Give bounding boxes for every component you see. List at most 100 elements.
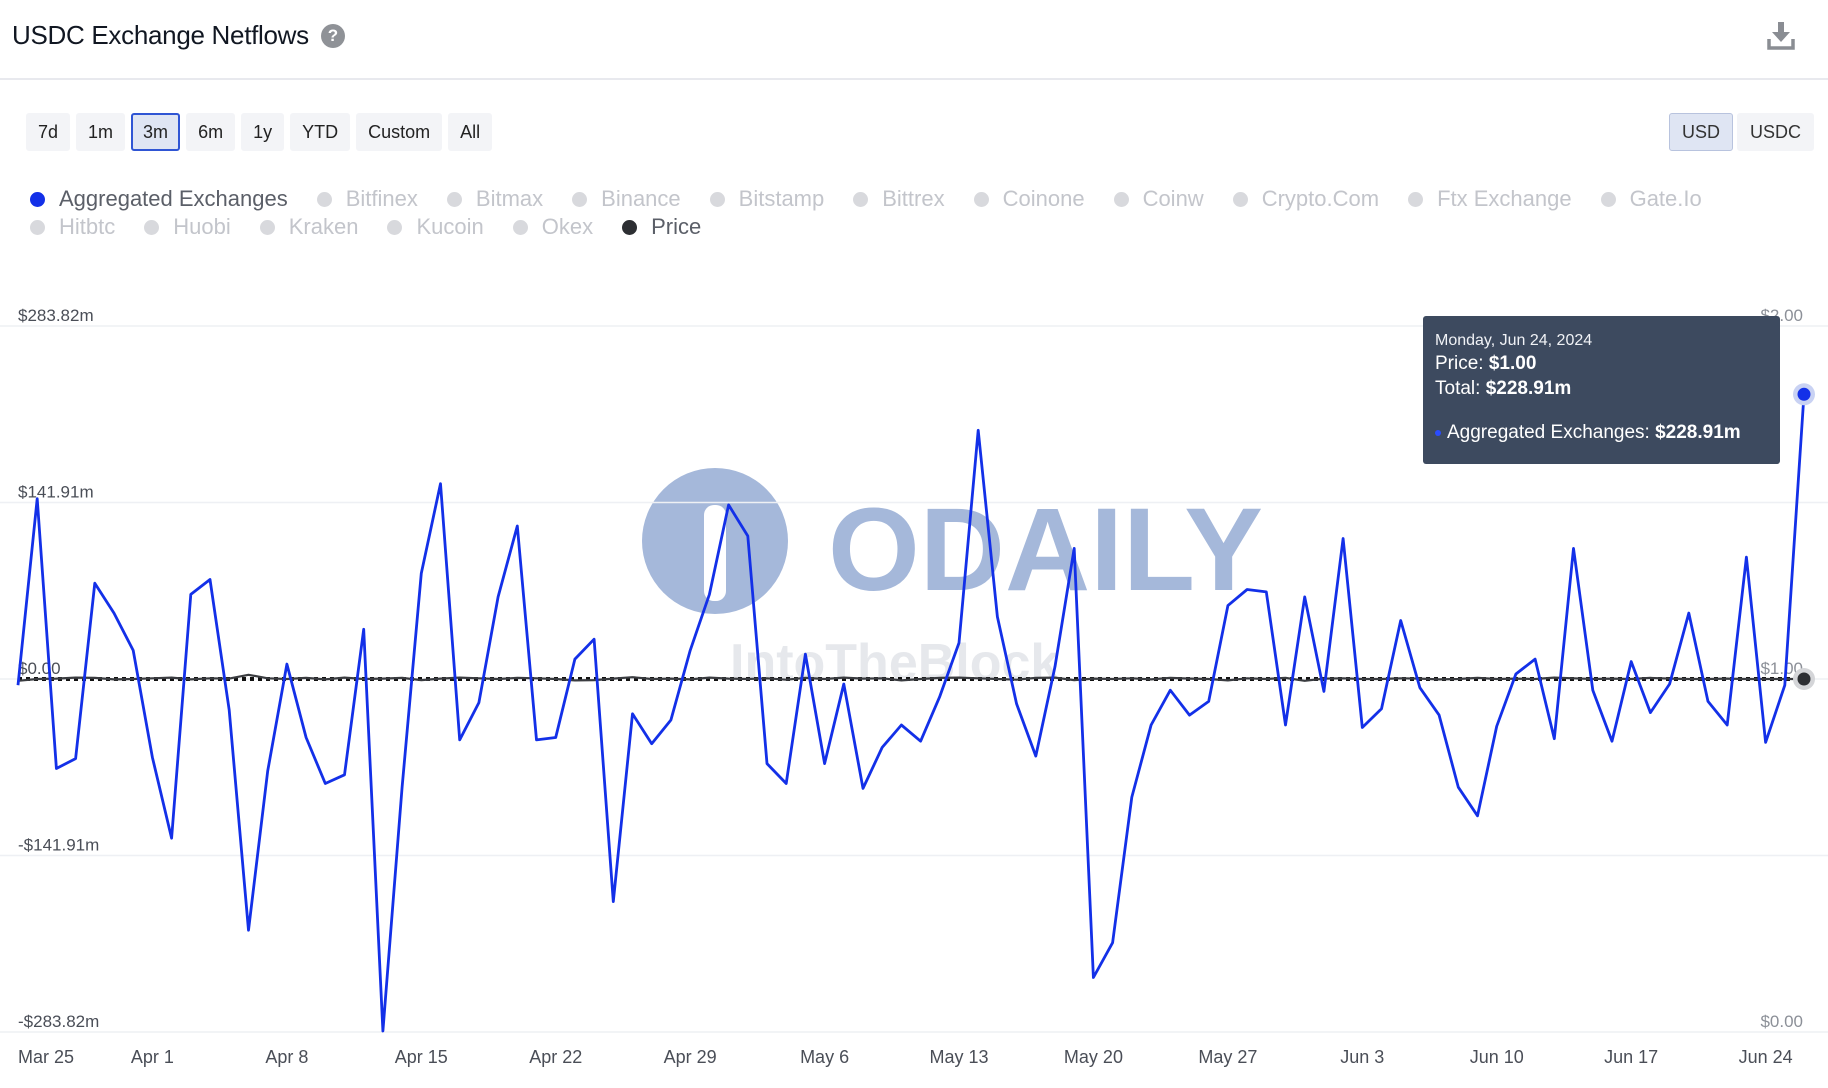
legend-dot-icon xyxy=(1113,191,1129,207)
x-tick-label: Jun 10 xyxy=(1470,1047,1524,1067)
x-tick-label: Jun 24 xyxy=(1739,1047,1793,1067)
y-left-tick-label: $141.91m xyxy=(18,483,94,502)
tooltip-date: Monday, Jun 24, 2024 xyxy=(1435,332,1593,349)
legend-dot-icon xyxy=(259,219,275,235)
y-left-tick-label: -$283.82m xyxy=(18,1012,99,1031)
x-tick-label: Mar 25 xyxy=(18,1047,74,1067)
legend-item-bitmax[interactable]: Bitmax xyxy=(446,186,544,211)
legend-item-huobi[interactable]: Huobi xyxy=(144,214,231,239)
legend-label: Ftx Exchange xyxy=(1437,186,1572,211)
legend-dot-icon xyxy=(1408,191,1424,207)
legend-dot-icon xyxy=(1600,191,1616,207)
x-tick-label: May 27 xyxy=(1198,1047,1257,1067)
legend-dot-icon xyxy=(622,219,638,235)
legend-dot-icon xyxy=(387,219,403,235)
chart-header: USDC Exchange Netflows ? xyxy=(0,0,1828,80)
x-tick-label: Apr 1 xyxy=(131,1047,174,1067)
unit-button-usdc[interactable]: USDC xyxy=(1736,113,1814,151)
chart-tooltip: Monday, Jun 24, 2024 Price: $1.00 Total:… xyxy=(1423,316,1780,464)
legend-dot-icon xyxy=(30,191,45,207)
y-left-tick-label: -$141.91m xyxy=(18,836,99,855)
unit-selector: USD USDC xyxy=(1668,113,1814,151)
tooltip-price-label: Price: xyxy=(1435,353,1484,374)
legend-label: Bitfinex xyxy=(345,186,418,211)
legend-item-bittrex[interactable]: Bittrex xyxy=(853,186,945,211)
legend-label: Kraken xyxy=(288,214,359,239)
range-button-all[interactable]: All xyxy=(448,113,493,151)
y-left-tick-label: $0.00 xyxy=(18,659,61,678)
legend-item-hitbtc[interactable]: Hitbtc xyxy=(30,214,116,239)
range-button-3m[interactable]: 3m xyxy=(131,113,181,151)
legend-item-kucoin[interactable]: Kucoin xyxy=(387,214,484,239)
legend-label: Bitmax xyxy=(475,186,544,211)
legend-item-bitfinex[interactable]: Bitfinex xyxy=(316,186,418,211)
watermark-text-primary: ODAILY xyxy=(828,484,1263,616)
chart-title: USDC Exchange Netflows xyxy=(12,20,309,50)
unit-button-usd[interactable]: USD xyxy=(1668,113,1733,151)
x-tick-label: Apr 15 xyxy=(395,1047,448,1067)
range-button-6m[interactable]: 6m xyxy=(186,113,236,151)
x-tick-label: Apr 8 xyxy=(265,1047,308,1067)
legend-label: Bitstamp xyxy=(738,186,825,211)
legend-item-bitstamp[interactable]: Bitstamp xyxy=(709,186,825,211)
help-icon[interactable]: ? xyxy=(321,24,345,48)
legend-dot-icon xyxy=(1232,191,1248,207)
legend-item-ftx-exchange[interactable]: Ftx Exchange xyxy=(1408,186,1572,211)
legend-dot-icon xyxy=(512,219,528,235)
legend-label: Coinw xyxy=(1142,186,1204,211)
legend-label: Price xyxy=(651,214,702,239)
watermark: ODAILY IntoTheBlock xyxy=(642,468,1263,692)
legend-item-coinone[interactable]: Coinone xyxy=(973,186,1085,211)
legend-dot-icon xyxy=(973,191,989,207)
legend-item-gate-io[interactable]: Gate.Io xyxy=(1600,186,1702,211)
legend-item-crypto-com[interactable]: Crypto.Com xyxy=(1232,186,1379,211)
download-icon[interactable] xyxy=(1767,20,1795,50)
legend-dot-icon xyxy=(572,191,588,207)
legend-item-kraken[interactable]: Kraken xyxy=(259,214,359,239)
series-line-aggregated-exchanges xyxy=(16,394,1806,1033)
legend-item-coinw[interactable]: Coinw xyxy=(1113,186,1204,211)
x-tick-label: Apr 22 xyxy=(529,1047,582,1067)
legend-label: Hitbtc xyxy=(59,214,116,239)
data-point-netflow xyxy=(1797,387,1811,401)
legend-label: Kucoin xyxy=(416,214,484,239)
legend-item-price[interactable]: Price xyxy=(622,214,702,239)
legend-dot-icon xyxy=(446,191,462,207)
legend-label: Huobi xyxy=(173,214,231,239)
tooltip-series: Aggregated Exchanges: $228.91m xyxy=(1435,422,1780,444)
x-tick-label: May 13 xyxy=(929,1047,988,1067)
legend-item-aggregated-exchanges[interactable]: Aggregated Exchanges xyxy=(30,186,288,211)
series-line-price xyxy=(17,673,1804,682)
legend-item-okex[interactable]: Okex xyxy=(512,214,593,239)
watermark-text-secondary: IntoTheBlock xyxy=(730,634,1059,692)
x-tick-label: May 20 xyxy=(1064,1047,1123,1067)
tooltip-total-value: $228.91m xyxy=(1485,378,1572,399)
tooltip-total-label: Total: xyxy=(1435,378,1481,399)
x-tick-label: Jun 3 xyxy=(1340,1047,1384,1067)
tooltip-price: Price: $1.00 xyxy=(1435,353,1780,375)
hover-markers xyxy=(1793,383,1815,690)
legend-dot-icon xyxy=(144,219,160,235)
legend-dot-icon xyxy=(709,191,725,207)
range-button-ytd[interactable]: YTD xyxy=(290,113,351,151)
range-button-7d[interactable]: 7d xyxy=(26,113,71,151)
y-right-tick-label: $0.00 xyxy=(1760,1012,1803,1031)
legend-dot-icon xyxy=(316,191,332,207)
range-button-1m[interactable]: 1m xyxy=(76,113,126,151)
y-axis-left: $283.82m $141.91m $0.00 -$141.91m -$283.82m xyxy=(18,306,99,1031)
legend-label: Binance xyxy=(601,186,681,211)
range-button-1y[interactable]: 1y xyxy=(241,113,285,151)
chart-legend: Aggregated Exchanges Bitfinex Bitmax Binanc… xyxy=(30,186,1790,239)
tooltip-series-value: $228.91m xyxy=(1655,422,1741,443)
y-left-tick-label: $283.82m xyxy=(18,306,94,325)
legend-dot-icon xyxy=(853,191,869,207)
y-right-tick-label: $1.00 xyxy=(1760,659,1803,678)
legend-item-binance[interactable]: Binance xyxy=(572,186,681,211)
legend-label: Bittrex xyxy=(882,186,945,211)
tooltip-series-label: Aggregated Exchanges: xyxy=(1447,422,1650,443)
legend-label: Coinone xyxy=(1002,186,1085,211)
series-dot-icon xyxy=(1435,430,1441,436)
range-button-custom[interactable]: Custom xyxy=(356,113,443,151)
x-axis: Mar 25 Apr 1 Apr 8 Apr 15 Apr 22 Apr 29 May 6 M… xyxy=(18,1047,1793,1067)
